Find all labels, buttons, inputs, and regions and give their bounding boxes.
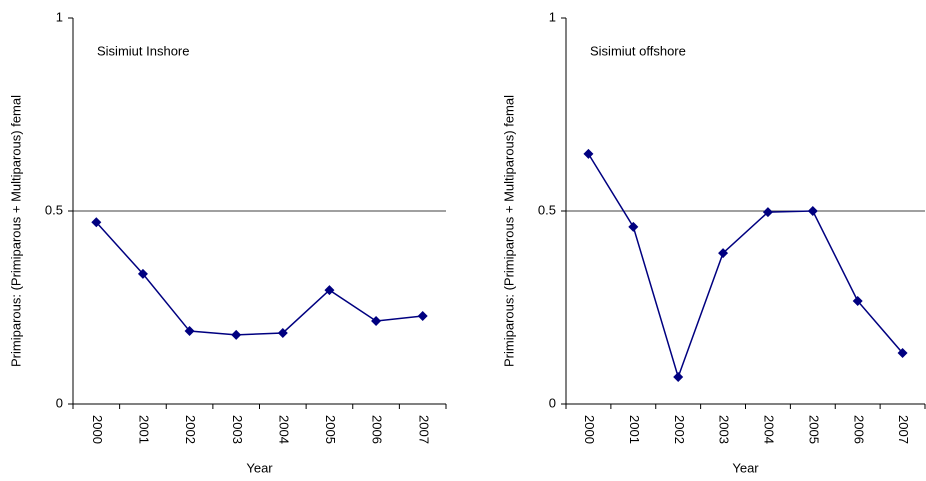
x-tick-label: 2003 <box>230 415 245 444</box>
marker <box>897 348 908 359</box>
marker <box>137 268 148 279</box>
y-tick-label: 0 <box>56 395 63 410</box>
marker <box>628 221 639 232</box>
marker <box>324 285 335 296</box>
y-tick-label: 1 <box>56 9 63 24</box>
marker <box>852 295 863 306</box>
x-tick-label: 2000 <box>90 415 105 444</box>
y-tick-label: 0.5 <box>45 202 63 217</box>
marker <box>718 248 729 259</box>
annotation: Sisimiut offshore <box>590 43 686 58</box>
y-axis-label: Primiparous: (Primiparous + Multiparous)… <box>8 95 23 367</box>
x-tick-label: 2004 <box>762 415 777 444</box>
series-line <box>587 153 904 380</box>
x-tick-label: 2005 <box>323 415 338 444</box>
y-tick-label: 1 <box>549 9 556 24</box>
y-tick-label: 0.5 <box>538 202 556 217</box>
x-axis-label: Year <box>246 460 273 475</box>
marker <box>91 217 102 228</box>
annotation: Sisimiut Inshore <box>97 43 189 58</box>
x-tick-label: 2000 <box>582 415 597 444</box>
x-tick-label: 2002 <box>183 415 198 444</box>
marker <box>184 326 195 337</box>
x-tick-label: 2006 <box>851 415 866 444</box>
x-tick-label: 2001 <box>627 415 642 444</box>
y-axis-label: Primiparous: (Primiparous + Multiparous)… <box>501 95 516 367</box>
y-tick-label: 0 <box>549 395 556 410</box>
x-tick-label: 2003 <box>717 415 732 444</box>
x-tick-label: 2001 <box>137 415 152 444</box>
marker <box>277 327 288 338</box>
x-tick-label: 2005 <box>806 415 821 444</box>
marker <box>417 310 428 321</box>
x-axis-label: Year <box>732 460 759 475</box>
marker <box>583 148 594 159</box>
x-tick-label: 2007 <box>896 415 911 444</box>
marker <box>231 329 242 340</box>
x-tick-label: 2002 <box>672 415 687 444</box>
x-tick-label: 2007 <box>416 415 431 444</box>
series-line <box>95 221 423 336</box>
x-tick-label: 2006 <box>370 415 385 444</box>
marker <box>762 207 773 218</box>
marker <box>673 371 684 382</box>
marker <box>371 316 382 327</box>
marker <box>807 206 818 216</box>
x-tick-label: 2004 <box>276 415 291 444</box>
